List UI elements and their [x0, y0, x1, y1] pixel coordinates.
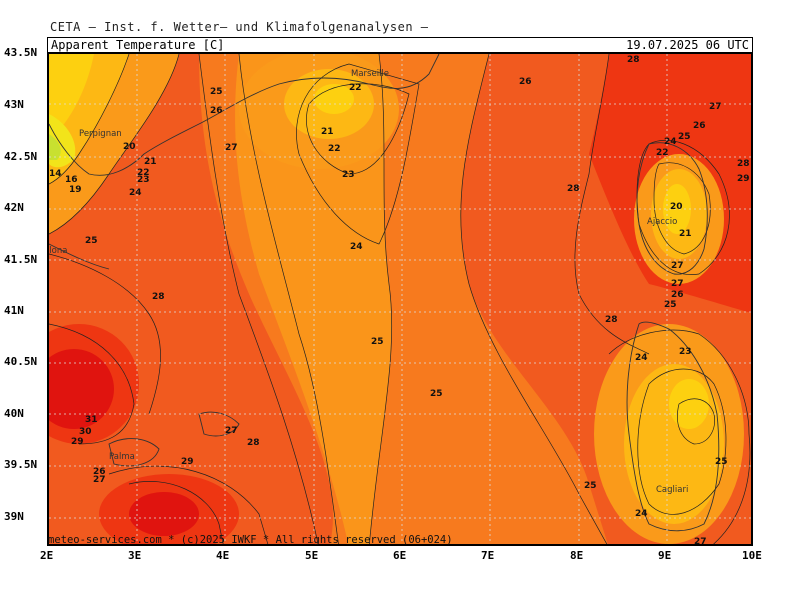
city-marseille: Marseille [351, 69, 389, 79]
contour-label: 24 [635, 353, 648, 363]
lon-label: 9E [658, 549, 672, 562]
contour-label: 25 [664, 300, 677, 310]
contour-label: 28 [152, 292, 165, 302]
lat-label: 43.5N [4, 46, 38, 59]
contour-label: 27 [671, 261, 684, 271]
lat-label: 41N [4, 304, 24, 317]
lon-label: 4E [216, 549, 230, 562]
contour-label: 24 [350, 242, 363, 252]
city-barcelona: Barcelona [49, 246, 67, 256]
contour-label: 23 [137, 175, 150, 185]
city-cagliari: Cagliari [656, 485, 688, 495]
contour-label: 25 [210, 87, 223, 97]
contour-label: 28 [567, 184, 580, 194]
product-bar: Apparent Temperature [C] 19.07.2025 06 U… [47, 37, 753, 53]
contour-label: 25 [371, 337, 384, 347]
contour-label: 22 [137, 168, 150, 178]
contour-label: 28 [247, 438, 260, 448]
contour-label: 19 [69, 185, 82, 195]
city-palma: Palma [109, 452, 135, 462]
contour-label: 25 [678, 132, 691, 142]
contour-label: 25 [715, 457, 728, 467]
contour-label: 24 [635, 509, 648, 519]
map-panel: Marseille Perpignan Barcelona Ajaccio Pa… [47, 52, 753, 546]
contour-label: 31 [85, 415, 98, 425]
contour-label: 28 [737, 159, 750, 169]
contour-label: 24 [664, 137, 677, 147]
contour-label: 28 [605, 315, 618, 325]
contour-label: 24 [129, 188, 142, 198]
contour-label: 26 [671, 290, 684, 300]
contour-label: 20 [123, 142, 136, 152]
lat-label: 40N [4, 407, 24, 420]
contour-label: 27 [93, 475, 106, 485]
contour-label: 27 [225, 426, 238, 436]
temperature-map: Marseille Perpignan Barcelona Ajaccio Pa… [49, 54, 751, 546]
contour-label: 22 [328, 144, 341, 154]
footer-credit: meteo-services.com * (c)2025 IWKF * All … [48, 534, 453, 546]
contour-label: 16 [65, 175, 78, 185]
contour-label: 20 [670, 202, 683, 212]
product-label: Apparent Temperature [C] [51, 38, 225, 52]
contour-label: 21 [679, 229, 692, 239]
contour-label: 27 [709, 102, 722, 112]
contour-label: 27 [671, 279, 684, 289]
lon-label: 7E [481, 549, 495, 562]
lat-label: 39N [4, 510, 24, 523]
lon-label: 10E [742, 549, 762, 562]
lon-label: 3E [128, 549, 142, 562]
contour-label: 30 [79, 427, 92, 437]
contour-label: 23 [679, 347, 692, 357]
contour-label: 29 [71, 437, 84, 447]
lat-label: 43N [4, 98, 24, 111]
contour-label: 27 [694, 537, 707, 546]
lat-label: 42.5N [4, 150, 38, 163]
header-title: CETA — Inst. f. Wetter— und Klimafolgena… [50, 20, 429, 34]
contour-label: 25 [584, 481, 597, 491]
contour-label: 25 [430, 389, 443, 399]
lat-label: 40.5N [4, 355, 38, 368]
contour-label: 22 [656, 148, 669, 158]
contour-label: 27 [225, 143, 238, 153]
contour-label: 29 [181, 457, 194, 467]
lat-label: 39.5N [4, 458, 38, 471]
lat-label: 42N [4, 201, 24, 214]
contour-label: 25 [85, 236, 98, 246]
contour-label: 26 [210, 106, 223, 116]
lat-label: 41.5N [4, 253, 38, 266]
lon-label: 5E [305, 549, 319, 562]
contour-label: 29 [737, 174, 750, 184]
contour-label: 28 [627, 55, 640, 65]
contour-label: 21 [144, 157, 157, 167]
contour-label: 26 [519, 77, 532, 87]
city-ajaccio: Ajaccio [647, 217, 677, 227]
city-perpignan: Perpignan [79, 129, 122, 139]
contour-label: 26 [93, 467, 106, 477]
contour-label: 23 [342, 170, 355, 180]
contour-label: 14 [49, 169, 62, 179]
lon-label: 8E [570, 549, 584, 562]
contour-label: 26 [693, 121, 706, 131]
datetime-label: 19.07.2025 06 UTC [626, 38, 749, 52]
contour-label: 22 [349, 83, 362, 93]
lon-label: 6E [393, 549, 407, 562]
lon-label: 2E [40, 549, 54, 562]
contour-label: 21 [321, 127, 334, 137]
